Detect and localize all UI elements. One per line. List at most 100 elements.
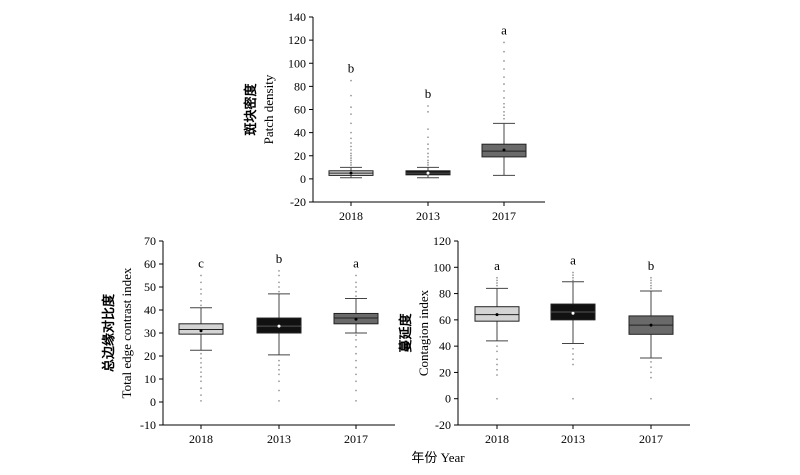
outlier-point (200, 281, 202, 284)
y-tick-label: 40 (294, 126, 306, 140)
outlier-point (200, 366, 202, 369)
outlier-point (200, 299, 202, 302)
significance-letter: b (348, 61, 355, 76)
outlier-point (278, 359, 280, 362)
outlier-point (572, 271, 574, 274)
x-tick-label: 2017 (639, 432, 663, 446)
mean-marker (349, 171, 353, 175)
outlier-point (278, 364, 280, 367)
outlier-point (350, 131, 352, 134)
outlier-point (503, 90, 505, 92)
outlier-point (496, 368, 498, 371)
outlier-point (496, 284, 498, 287)
outlier-point (200, 387, 202, 390)
outlier-point (350, 137, 352, 140)
outlier-point (355, 359, 357, 362)
y-tick-label: 0 (445, 392, 451, 406)
outlier-point (427, 164, 429, 166)
outlier-point (355, 373, 357, 376)
outlier-point (350, 79, 352, 82)
y-tick-label: 40 (439, 339, 451, 353)
outlier-point (350, 145, 352, 148)
outlier-point (650, 284, 652, 287)
outlier-point (503, 41, 505, 44)
panel-contagion: -20 0 20 40 60 80 100 120 蔓延度 Contagion index 2018… (398, 234, 690, 446)
y-axis-title-cn: 斑块密度 (243, 83, 258, 136)
outlier-point (496, 282, 498, 284)
outlier-point (572, 276, 574, 279)
outlier-point (355, 352, 357, 355)
y-axis-title-en: Total edge contrast index (119, 267, 134, 398)
y-tick-label: 20 (294, 149, 306, 163)
mean-marker (649, 323, 653, 327)
outlier-point (572, 358, 574, 361)
outlier-point (278, 290, 280, 293)
outlier-point (350, 154, 352, 157)
y-tick-label: 80 (294, 79, 306, 93)
y-tick-label: 40 (144, 303, 156, 317)
outlier-point (200, 375, 202, 378)
outlier-point (572, 279, 574, 282)
y-tick-label: 30 (144, 326, 156, 340)
outlier-point (355, 286, 357, 288)
outlier-point (503, 110, 505, 113)
outlier-point (355, 399, 357, 402)
panel-patch-density: -20 0 20 40 60 80 100 120 140 斑块密度 Patch density 20… (243, 10, 545, 223)
x-tick-label: 2018 (485, 432, 509, 446)
outlier-point (650, 279, 652, 282)
y-tick-label: 100 (433, 260, 451, 274)
outlier-point (278, 373, 280, 376)
y-tick-label: -20 (435, 418, 451, 432)
y-axis-title-cn: 总边缘对比度 (101, 293, 116, 372)
y-tick-label: 60 (439, 313, 451, 327)
outlier-point (572, 274, 574, 277)
significance-letter: b (276, 251, 283, 266)
outlier-point (427, 128, 429, 131)
outlier-point (200, 293, 202, 295)
significance-letter: a (353, 256, 359, 271)
outlier-point (503, 76, 505, 79)
outlier-point (350, 122, 352, 125)
x-tick-label: 2018 (189, 432, 213, 446)
mean-marker (571, 311, 575, 315)
y-tick-label: 0 (300, 172, 306, 186)
y-tick-label: 70 (144, 234, 156, 248)
outlier-point (496, 374, 498, 376)
outlier-point (427, 136, 429, 139)
mean-marker (277, 324, 281, 328)
box-2018 (178, 323, 224, 335)
outlier-point (427, 105, 429, 107)
outlier-point (650, 371, 652, 374)
outlier-point (200, 362, 202, 364)
x-tick-label: 2013 (267, 432, 291, 446)
outlier-point (350, 157, 352, 159)
outlier-point (200, 371, 202, 373)
y-tick-label: 60 (294, 103, 306, 117)
panel-total-edge-contrast: -10 0 10 20 30 40 50 60 70 总边缘对比度 Total edge contr… (101, 234, 395, 446)
y-tick-label: 20 (439, 365, 451, 379)
x-tick-label: 2013 (561, 432, 585, 446)
y-tick-label: 10 (144, 372, 156, 386)
y-tick-label: 50 (144, 280, 156, 294)
significance-letter: b (648, 258, 655, 273)
outlier-point (350, 113, 352, 116)
outlier-point (496, 397, 498, 400)
outlier-point (200, 357, 202, 360)
outlier-point (350, 149, 352, 151)
outlier-point (355, 274, 357, 277)
y-tick-label: 0 (150, 395, 156, 409)
y-tick-label: 60 (144, 257, 156, 271)
y-tick-label: 120 (288, 33, 306, 47)
x-tick-label: 2013 (416, 209, 440, 223)
outlier-point (496, 363, 498, 366)
outlier-point (278, 389, 280, 392)
outlier-point (572, 353, 574, 355)
outlier-point (503, 60, 505, 62)
outlier-point (200, 304, 202, 307)
y-tick-label: 120 (433, 234, 451, 248)
outlier-point (496, 350, 498, 353)
outlier-point (355, 334, 357, 337)
outlier-point (355, 380, 357, 383)
significance-letter: a (501, 22, 507, 37)
